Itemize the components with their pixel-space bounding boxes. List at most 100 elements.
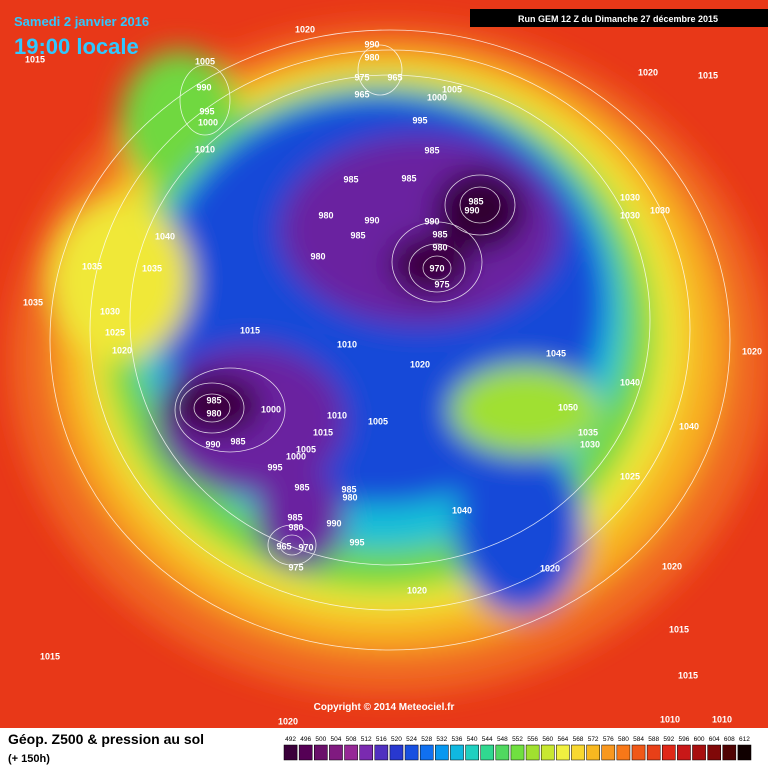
isobar-label: 980 — [310, 251, 325, 261]
isobar-label: 1020 — [540, 563, 560, 573]
isobar-label: 1015 — [313, 427, 333, 437]
isobar-label: 1015 — [40, 651, 60, 661]
date-label: Samedi 2 janvier 2016 — [14, 14, 149, 29]
scale-label: 556 — [527, 736, 538, 743]
isobar-label: 1010 — [195, 144, 215, 154]
scale-swatch — [314, 744, 328, 761]
scale-swatch — [571, 744, 585, 761]
scale-swatch — [707, 744, 721, 761]
isobar-label: 1000 — [261, 404, 281, 414]
scale-swatch — [631, 744, 646, 761]
scale-swatch — [480, 744, 495, 761]
footer-title: Géop. Z500 & pression au sol — [8, 731, 204, 747]
isobar-label: 985 — [424, 145, 439, 155]
scale-swatch — [692, 744, 706, 761]
isobar-label: 1015 — [669, 624, 689, 634]
scale-swatch — [616, 744, 631, 761]
run-box — [470, 9, 768, 27]
isobar-label: 985 — [432, 229, 447, 239]
scale-swatch — [404, 744, 419, 761]
isobar-label: 985 — [350, 230, 365, 240]
isobar-label: 965 — [354, 89, 369, 99]
scale-label: 548 — [497, 736, 508, 743]
isobar-label: 1040 — [155, 231, 175, 241]
isobar-label: 995 — [199, 106, 214, 116]
scale-swatch — [540, 744, 555, 761]
isobar-label: 1015 — [25, 54, 45, 64]
isobar-label: 1020 — [295, 24, 315, 34]
scale-swatch — [465, 744, 479, 761]
scale-label: 540 — [467, 736, 478, 743]
isobar-label: 995 — [412, 115, 427, 125]
scale-swatch — [435, 744, 449, 761]
isobar-label: 990 — [464, 205, 479, 215]
isobar-label: 1000 — [427, 92, 447, 102]
scale-label: 588 — [648, 736, 659, 743]
isobar-label: 1020 — [112, 345, 132, 355]
scale-label: 492 — [285, 736, 296, 743]
isobar-label: 1020 — [638, 67, 658, 77]
scale-label: 580 — [618, 736, 629, 743]
isobar-label: 1035 — [578, 427, 598, 437]
scale-swatch — [298, 744, 313, 761]
scale-label: 528 — [421, 736, 432, 743]
time-label: 19:00 locale — [14, 34, 139, 59]
scale-label: 552 — [512, 736, 523, 743]
isobar-label: 1035 — [23, 297, 43, 307]
scale-swatch — [344, 744, 358, 761]
isobar-label: 970 — [298, 542, 313, 552]
scale-label: 504 — [331, 736, 342, 743]
scale-swatch — [556, 744, 570, 761]
isobar-label: 1015 — [678, 670, 698, 680]
isobar-label: 1005 — [442, 84, 462, 94]
isobar-label: 990 — [205, 439, 220, 449]
scale-label: 564 — [557, 736, 568, 743]
isobar-label: 1005 — [296, 444, 316, 454]
scale-label: 524 — [406, 736, 417, 743]
isobars — [49, 29, 731, 651]
isobar-label: 980 — [342, 492, 357, 502]
isobar-label: 985 — [401, 173, 416, 183]
isobar-label: 1040 — [620, 377, 640, 387]
isobar-label: 980 — [432, 242, 447, 252]
scale-swatch — [450, 744, 464, 761]
scale-label: 592 — [663, 736, 674, 743]
scale-label: 496 — [300, 736, 311, 743]
scale-label: 532 — [436, 736, 447, 743]
isobar-label: 1015 — [240, 325, 260, 335]
footer-lead: (+ 150h) — [8, 753, 50, 765]
scale-label: 584 — [633, 736, 644, 743]
scale-swatch — [419, 744, 434, 761]
scale-swatch — [329, 744, 343, 761]
scale-swatch — [586, 744, 600, 761]
scale-swatch — [374, 744, 389, 761]
scale-label: 596 — [678, 736, 689, 743]
isobar-label: 965 — [276, 541, 291, 551]
isobar-label: 985 — [287, 512, 302, 522]
isobar-label: 1010 — [712, 714, 732, 724]
isobar-label: 990 — [326, 518, 341, 528]
isobar-label: 1030 — [620, 192, 640, 202]
isobar-label: 1030 — [650, 205, 670, 215]
isobar-label: 970 — [429, 263, 444, 273]
isobar-label: 980 — [318, 210, 333, 220]
scale-label: 600 — [694, 736, 705, 743]
isobar-label: 1035 — [142, 263, 162, 273]
isobar-label: 985 — [343, 174, 358, 184]
isobar-label: 1010 — [327, 410, 347, 420]
isobar-label: 985 — [206, 395, 221, 405]
isobar-label: 1035 — [82, 261, 102, 271]
scale-swatch — [677, 744, 691, 761]
height-field — [10, 25, 768, 695]
isobar-label: 980 — [288, 522, 303, 532]
scale-swatch — [510, 744, 525, 761]
scale-label: 536 — [452, 736, 463, 743]
scale-swatch — [389, 744, 404, 761]
scale-swatch — [525, 744, 540, 761]
scale-label: 500 — [315, 736, 326, 743]
isobar-label: 1040 — [452, 505, 472, 515]
isobar-label: 1010 — [337, 339, 357, 349]
isobar-label: 995 — [267, 462, 282, 472]
isobar-label: 1000 — [198, 117, 218, 127]
